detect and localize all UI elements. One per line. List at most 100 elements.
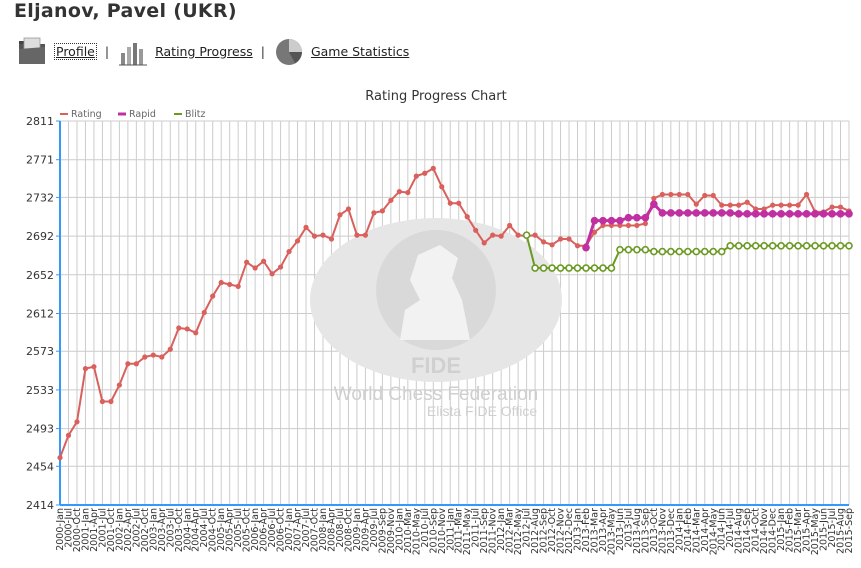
data-point-blitz: [590, 264, 599, 272]
x-tick-label: 2010-Sep: [428, 508, 439, 554]
data-point-rating: [591, 229, 598, 235]
nav-rating-progress[interactable]: Rating Progress: [117, 35, 253, 67]
x-tick-label: 2010-Jul: [420, 508, 431, 548]
x-tick-label: 2006-Apr: [259, 508, 270, 552]
data-point-rapid: [616, 216, 624, 225]
data-point-rating: [303, 224, 309, 230]
x-tick-label: 2005-Jul: [233, 508, 244, 548]
x-tick-label: 2015-Jan: [776, 508, 787, 551]
data-point-rating: [201, 309, 207, 316]
y-tick-label: 2732: [26, 191, 54, 204]
data-point-rating: [498, 233, 504, 239]
x-tick-label: 2004-Jan: [182, 508, 193, 551]
legend-label: Blitz: [185, 109, 206, 120]
data-point-rating: [507, 222, 513, 229]
data-point-blitz: [802, 241, 811, 250]
data-point-rating: [235, 283, 241, 290]
data-point-rating: [345, 206, 352, 212]
data-point-rapid: [582, 243, 590, 252]
data-point-rating: [481, 240, 487, 246]
data-point-rating: [320, 232, 326, 238]
x-tick-label: 2004-Jul: [199, 508, 210, 548]
data-point-rapid: [802, 210, 811, 218]
y-tick-label: 2573: [26, 345, 54, 358]
data-point-rapid: [633, 213, 641, 222]
data-point-rapid: [607, 216, 616, 225]
x-tick-label: 2005-Apr: [225, 508, 236, 552]
data-point-rating: [328, 236, 335, 242]
x-tick-label: 2000-Oct: [72, 508, 83, 553]
x-tick-label: 2007-Jul: [301, 508, 312, 548]
data-point-blitz: [768, 241, 777, 250]
chart-legend: Rating Rapid Blitz: [60, 109, 206, 120]
data-point-blitz: [675, 247, 684, 256]
data-point-blitz: [641, 245, 650, 254]
x-tick-label: 2013-Jan: [573, 508, 584, 551]
watermark-line1: World Chess Federation: [334, 384, 539, 405]
x-tick-label: 2005-Oct: [242, 508, 253, 553]
data-point-rapid: [624, 213, 633, 222]
data-point-blitz: [777, 241, 785, 250]
data-point-rapid: [684, 209, 692, 217]
data-point-blitz: [836, 241, 845, 250]
x-tick-label: 2013-Sep: [640, 508, 651, 554]
data-point-rapid: [760, 210, 768, 218]
x-tick-label: 2005-Jan: [216, 508, 227, 551]
data-point-blitz: [743, 241, 751, 250]
x-tick-label: 2003-Apr: [157, 508, 168, 552]
data-point-rating: [727, 202, 733, 208]
data-point-rating: [142, 354, 148, 360]
data-point-blitz: [599, 264, 607, 272]
data-point-rating: [125, 361, 131, 367]
data-point-rapid: [726, 209, 735, 217]
data-point-rating: [566, 236, 572, 242]
data-point-rating: [795, 202, 801, 208]
nav-profile[interactable]: Profile: [16, 35, 97, 67]
data-point-rapid: [845, 210, 853, 218]
data-point-rating: [473, 227, 479, 233]
x-tick-label: 2006-Jul: [267, 508, 278, 548]
x-tick-label: 2007-Jan: [284, 508, 295, 551]
x-tick-label: 2008-Oct: [343, 508, 354, 553]
data-point-rating: [65, 432, 72, 438]
y-tick-label: 2414: [26, 499, 54, 512]
y-tick-label: 2454: [26, 460, 54, 473]
data-point-rating: [574, 243, 581, 249]
data-point-blitz: [607, 264, 616, 272]
data-point-blitz: [794, 241, 802, 250]
data-point-blitz: [726, 241, 735, 250]
chart-axes: [56, 120, 849, 506]
x-tick-label: 2003-Jan: [148, 508, 159, 551]
data-point-blitz: [582, 264, 590, 272]
data-point-rating: [294, 238, 301, 244]
data-point-rapid: [658, 209, 667, 217]
data-point-rating: [803, 191, 810, 198]
data-point-blitz: [684, 247, 692, 256]
data-point-rating: [540, 239, 547, 245]
x-tick-label: 2009-Nov: [386, 508, 397, 555]
nav-rating-progress-link[interactable]: Rating Progress: [155, 43, 253, 59]
data-point-blitz: [573, 264, 582, 272]
watermark-logo-text: FIDE: [411, 353, 461, 378]
data-point-blitz: [751, 241, 760, 250]
x-tick-label: 2015-Aug: [836, 508, 847, 554]
data-point-blitz: [565, 264, 573, 272]
data-point-blitz: [845, 241, 853, 250]
nav-profile-link[interactable]: Profile: [54, 42, 97, 60]
data-point-rating: [371, 210, 377, 216]
x-tick-label: 2011-Jan: [445, 508, 456, 551]
x-tick-label: 2001-Oct: [106, 508, 117, 553]
player-name: Eljanov, Pavel (UKR): [14, 0, 237, 22]
x-tick-label: 2009-Jan: [352, 508, 363, 551]
data-point-rating: [82, 366, 89, 372]
x-tick-label: 2013-May: [606, 508, 617, 556]
y-tick-label: 2612: [26, 307, 54, 320]
x-tick-label: 2015-Sep: [844, 508, 855, 554]
x-tick-label: 2009-Apr: [360, 508, 371, 552]
x-tick-label: 2009-Sep: [377, 508, 388, 554]
nav-game-statistics[interactable]: Game Statistics: [273, 35, 409, 67]
x-tick-label: 2014-Aug: [734, 508, 745, 554]
nav-game-statistics-link[interactable]: Game Statistics: [310, 43, 410, 59]
data-point-blitz: [692, 247, 701, 256]
data-point-rating: [244, 259, 250, 265]
